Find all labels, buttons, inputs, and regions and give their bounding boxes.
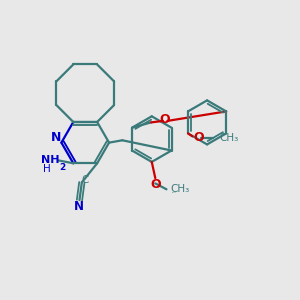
Text: O: O — [159, 113, 170, 126]
Text: O: O — [193, 131, 204, 144]
Text: CH₃: CH₃ — [220, 133, 239, 142]
Text: methyl: methyl — [172, 192, 177, 193]
Text: N: N — [51, 131, 61, 144]
Text: C: C — [82, 175, 89, 185]
Text: NH: NH — [41, 155, 60, 165]
Text: 2: 2 — [59, 164, 65, 172]
Text: CH₃: CH₃ — [170, 184, 189, 194]
Text: H: H — [43, 164, 51, 174]
Text: O: O — [151, 178, 161, 191]
Text: N: N — [74, 200, 84, 213]
